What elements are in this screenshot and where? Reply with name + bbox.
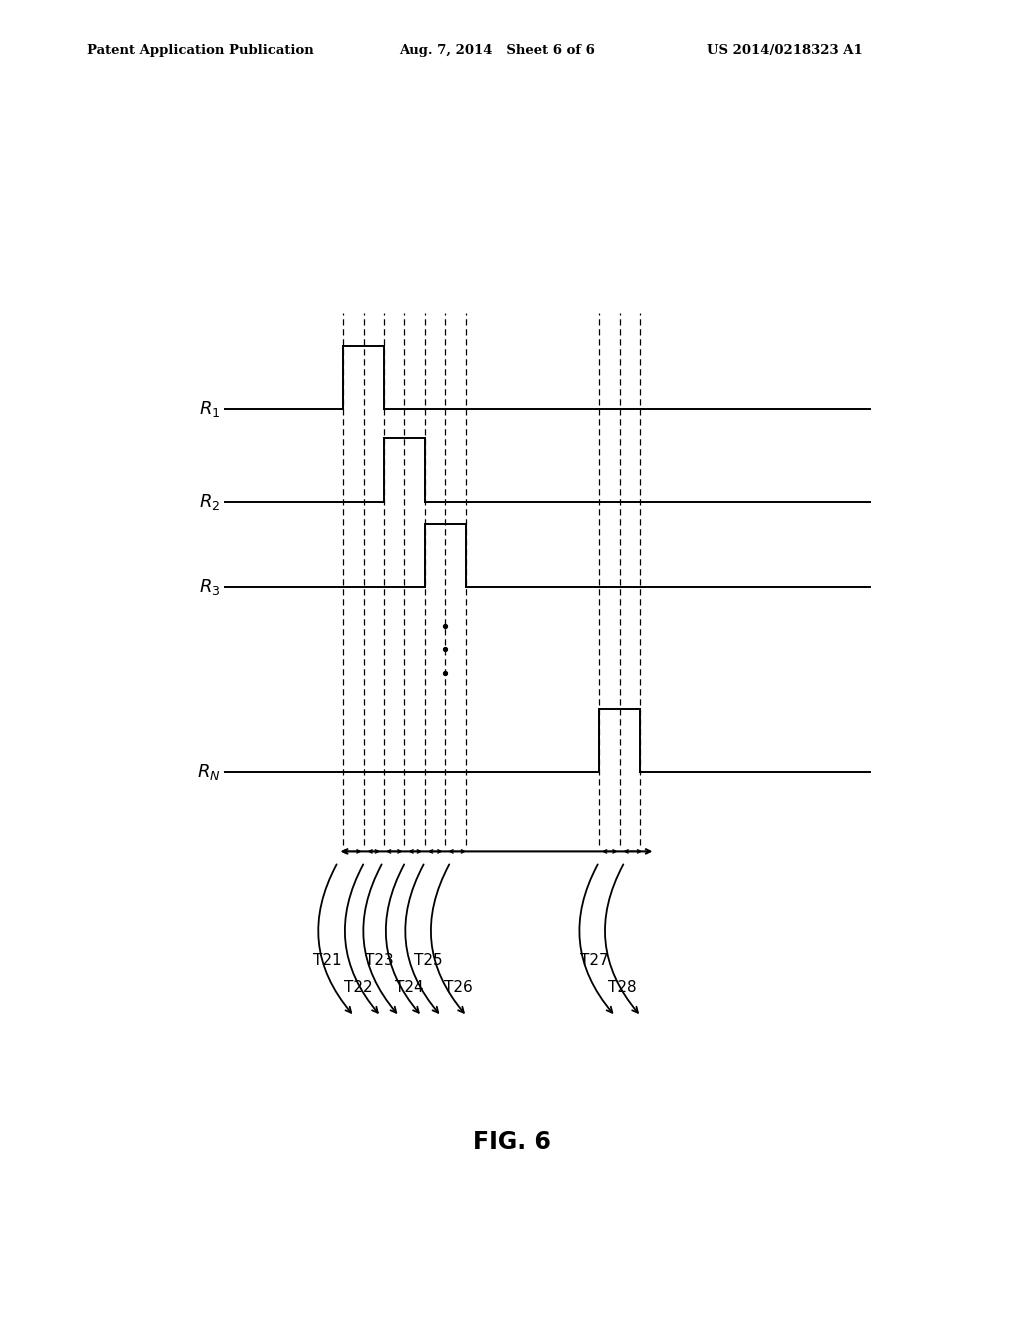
Text: T24: T24 <box>395 979 424 995</box>
Text: Patent Application Publication: Patent Application Publication <box>87 44 313 57</box>
Text: $R_3$: $R_3$ <box>199 577 220 598</box>
Text: $R_N$: $R_N$ <box>197 762 220 783</box>
Text: T27: T27 <box>580 953 608 969</box>
Text: T25: T25 <box>414 953 442 969</box>
Text: T26: T26 <box>444 979 473 995</box>
Text: $R_2$: $R_2$ <box>199 491 220 512</box>
Text: $R_1$: $R_1$ <box>199 399 220 420</box>
Text: T21: T21 <box>313 953 342 969</box>
Text: FIG. 6: FIG. 6 <box>473 1130 551 1154</box>
Text: T23: T23 <box>365 953 393 969</box>
Text: T22: T22 <box>344 979 373 995</box>
Text: T28: T28 <box>608 979 637 995</box>
Text: Aug. 7, 2014   Sheet 6 of 6: Aug. 7, 2014 Sheet 6 of 6 <box>399 44 595 57</box>
Text: US 2014/0218323 A1: US 2014/0218323 A1 <box>707 44 862 57</box>
